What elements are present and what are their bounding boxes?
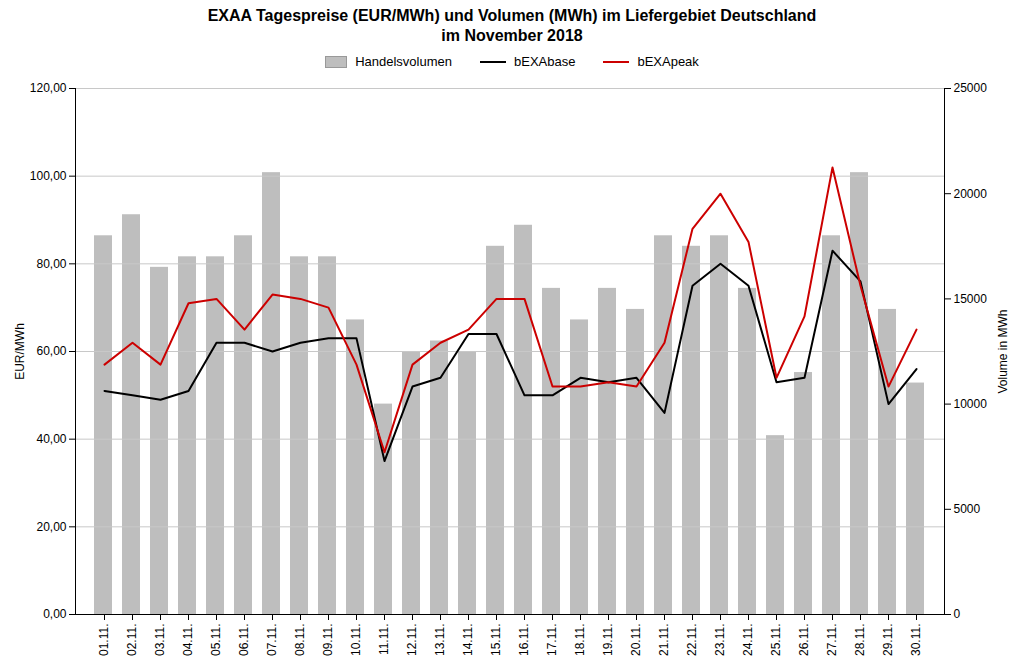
svg-text:24.11.: 24.11. — [741, 624, 755, 656]
svg-text:22.11.: 22.11. — [685, 624, 699, 656]
svg-text:60,00: 60,00 — [36, 344, 66, 358]
svg-text:5000: 5000 — [954, 502, 981, 516]
svg-text:30.11.: 30.11. — [909, 624, 923, 656]
html-text:Handelsvolumen: Handelsvolumen — [355, 54, 452, 69]
svg-text:20.11.: 20.11. — [629, 624, 643, 656]
svg-text:40,00: 40,00 — [36, 432, 66, 446]
svg-text:09.11.: 09.11. — [321, 624, 335, 656]
svg-text:15.11.: 15.11. — [489, 624, 503, 656]
svg-text:26.11.: 26.11. — [797, 624, 811, 656]
svg-text:15000: 15000 — [954, 292, 988, 306]
svg-text:80,00: 80,00 — [36, 257, 66, 271]
svg-text:02.11.: 02.11. — [125, 624, 139, 656]
html-text:bEXAbase: bEXAbase — [514, 54, 576, 69]
svg-text:11.11.: 11.11. — [377, 624, 391, 656]
svg-text:29.11.: 29.11. — [881, 624, 895, 656]
svg-text:120,00: 120,00 — [30, 81, 67, 95]
svg-text:13.11.: 13.11. — [433, 624, 447, 656]
svg-text:10000: 10000 — [954, 397, 988, 411]
svg-text:04.11.: 04.11. — [181, 624, 195, 656]
svg-text:20000: 20000 — [954, 187, 988, 201]
svg-text:25.11.: 25.11. — [769, 624, 783, 656]
svg-text:05.11.: 05.11. — [209, 624, 223, 656]
svg-text:16.11.: 16.11. — [517, 624, 531, 656]
svg-text:18.11.: 18.11. — [573, 624, 587, 656]
svg-text:20,00: 20,00 — [36, 520, 66, 534]
svg-text:01.11.: 01.11. — [97, 624, 111, 656]
svg-text:17.11.: 17.11. — [545, 624, 559, 656]
svg-text:Volume in MWh: Volume in MWh — [996, 309, 1010, 393]
svg-text:06.11.: 06.11. — [237, 624, 251, 656]
svg-text:0,00: 0,00 — [43, 607, 67, 621]
svg-text:08.11.: 08.11. — [293, 624, 307, 656]
svg-text:14.11.: 14.11. — [461, 624, 475, 656]
svg-text:28.11.: 28.11. — [853, 624, 867, 656]
html-text:bEXApeak: bEXApeak — [637, 54, 699, 69]
svg-text:27.11.: 27.11. — [825, 624, 839, 656]
svg-text:0: 0 — [954, 607, 961, 621]
svg-text:03.11.: 03.11. — [153, 624, 167, 656]
svg-text:10.11.: 10.11. — [349, 624, 363, 656]
svg-text:12.11.: 12.11. — [405, 624, 419, 656]
svg-text:21.11.: 21.11. — [657, 624, 671, 656]
svg-text:100,00: 100,00 — [30, 169, 67, 183]
svg-text:07.11.: 07.11. — [265, 624, 279, 656]
svg-text:EUR/MWh: EUR/MWh — [13, 323, 27, 380]
html-text:EXAA Tagespreise (EUR/MWh) und: EXAA Tagespreise (EUR/MWh) und Volumen (… — [207, 7, 817, 44]
svg-text:23.11.: 23.11. — [713, 624, 727, 656]
svg-text:19.11.: 19.11. — [601, 624, 615, 656]
svg-text:25000: 25000 — [954, 81, 988, 95]
